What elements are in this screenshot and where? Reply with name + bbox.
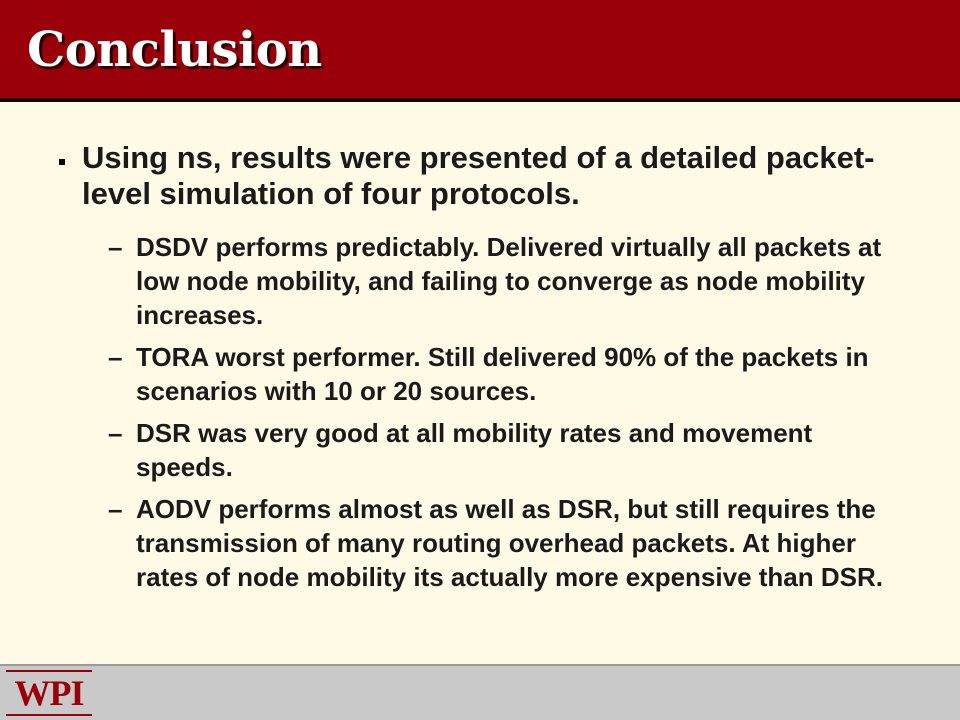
slide-title: Conclusion [27, 22, 322, 78]
logo-top-rule [6, 670, 92, 672]
dash-bullet: – [108, 494, 123, 524]
sub-bullet-item: – DSDV performs predictably. Delivered v… [0, 230, 960, 332]
dash-bullet: – [108, 232, 123, 262]
main-bullet-text: Using ns, results were presented of a de… [82, 140, 875, 211]
sub-bullet-item: – TORA worst performer. Still delivered … [0, 340, 960, 408]
logo-bottom-rule [6, 714, 92, 716]
title-bar: Conclusion [0, 0, 960, 102]
sub-bullet-item: – AODV performs almost as well as DSR, b… [0, 492, 960, 594]
sub-bullet-item: – DSR was very good at all mobility rate… [0, 416, 960, 484]
sub-bullet-text: DSR was very good at all mobility rates … [136, 418, 813, 482]
wpi-logo: WPI [6, 670, 92, 716]
dash-bullet: – [108, 418, 123, 448]
sub-bullet-text: DSDV performs predictably. Delivered vir… [136, 232, 882, 330]
sub-bullet-text: TORA worst performer. Still delivered 90… [136, 342, 869, 406]
footer-bar: WPI [0, 664, 960, 720]
dash-bullet: – [108, 342, 123, 372]
square-bullet-icon [59, 159, 65, 165]
sub-bullet-text: AODV performs almost as well as DSR, but… [136, 494, 883, 592]
sub-bullet-list: – DSDV performs predictably. Delivered v… [0, 230, 960, 602]
logo-text: WPI [14, 673, 85, 713]
